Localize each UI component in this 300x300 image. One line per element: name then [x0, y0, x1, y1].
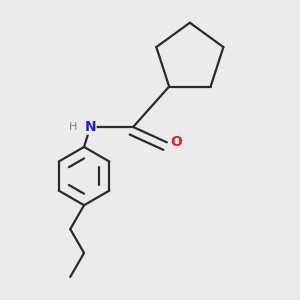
- Text: O: O: [171, 135, 183, 149]
- Text: N: N: [84, 120, 96, 134]
- Text: H: H: [69, 122, 77, 132]
